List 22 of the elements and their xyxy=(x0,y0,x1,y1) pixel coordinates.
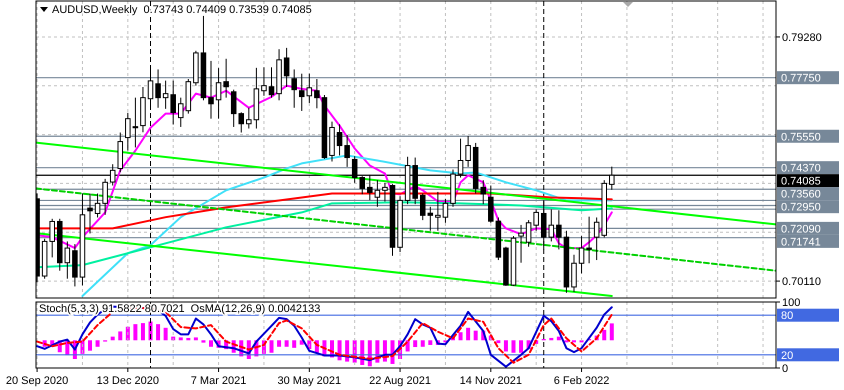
y-tick-label: 0.79280 xyxy=(782,32,822,44)
ref-line-label: 0.75550 xyxy=(781,131,821,144)
x-tick-label: 14 Nov 2021 xyxy=(460,375,522,387)
x-tick-label: 22 Aug 2021 xyxy=(369,375,431,387)
x-tick-label: 7 Mar 2021 xyxy=(190,375,246,387)
ref-line-label: 80 xyxy=(781,310,794,322)
y-tick-label: 100 xyxy=(782,297,800,309)
x-tick-label: 13 Dec 2020 xyxy=(96,375,160,387)
ref-line-label: 20 xyxy=(781,350,794,362)
x-tick-label: 30 May 2021 xyxy=(278,375,342,387)
x-tick-label: 20 Sep 2020 xyxy=(6,375,68,387)
chart-title: AUDUSD,Weekly 0.73743 0.74409 0.73539 0.74085 xyxy=(52,4,312,16)
ref-line-label: 0.74370 xyxy=(781,162,821,175)
x-tick-label: 6 Feb 2022 xyxy=(554,375,610,387)
ref-line-label: 0.72090 xyxy=(781,223,821,236)
ref-line-label: 0.74085 xyxy=(781,176,821,188)
ref-line-label: 0.72950 xyxy=(781,202,821,214)
y-tick-label: 0.70110 xyxy=(782,276,821,288)
ref-line-label: 0.77750 xyxy=(781,72,821,85)
y-tick-label: 0 xyxy=(782,363,788,375)
ref-line-label: 0.73560 xyxy=(781,188,821,201)
ref-line-label: 0.71741 xyxy=(781,236,821,248)
